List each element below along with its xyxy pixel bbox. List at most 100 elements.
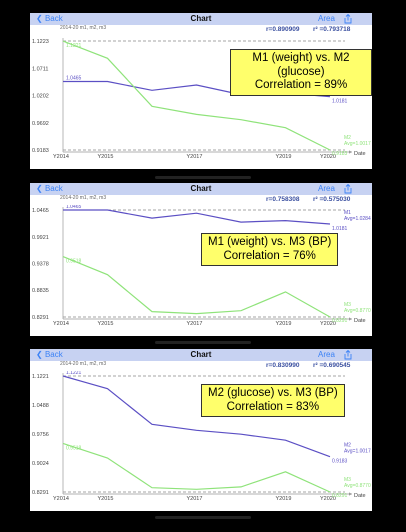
series-start-value: 1.1221 [66,43,82,49]
series-end-value: 0.9183 [332,459,348,465]
x-tick-label: Y2014 [53,496,69,502]
x-tick-label: Y2014 [53,154,69,160]
x-tick-label: Y2019 [276,154,292,160]
x-tick-label: Y2020 [320,154,336,160]
range-sublabel: 2014-20 m1, m2, m3 [60,195,107,201]
series-end-value: 1.0181 [332,226,348,232]
back-button[interactable]: ❮ Back [36,14,63,23]
series-start-value: 0.9518 [66,259,82,265]
range-sublabel: 2014-20 m1, m2, m3 [60,25,107,31]
nav-title: Chart [190,14,212,23]
x-tick-label: Y2019 [276,496,292,502]
r-value: r=0.758308 [266,196,300,203]
y-tick-label: 1.1223 [32,39,49,45]
series-start-value: 1.0465 [66,205,82,210]
back-label: Back [44,350,63,359]
series-average: Avg=0.8770 [344,308,371,314]
y-tick-label: 0.9378 [32,262,49,268]
x-axis-label: Date [354,493,366,499]
x-tick-label: Y2020 [320,321,336,327]
series-line-m1 [63,209,331,225]
r-squared-value: r² =0.575030 [313,196,351,203]
series-end-value: 0.8291 [332,318,348,324]
x-axis-arrow [349,150,352,154]
series-line-m3 [62,442,331,493]
y-tick-label: 1.0711 [32,66,48,72]
series-line-m3 [62,256,331,318]
area-button[interactable]: Area [318,350,335,359]
x-tick-label: Y2015 [98,321,114,327]
series-name: M2 [344,135,351,141]
series-line-m2 [62,40,331,151]
r-value: r=0.890909 [266,26,300,33]
share-icon[interactable] [343,184,353,194]
x-tick-label: Y2020 [320,496,336,502]
home-indicator[interactable] [155,176,251,179]
y-tick-label: 0.9921 [32,235,49,241]
y-tick-label: 0.8291 [32,490,49,496]
y-tick-label: 0.9692 [32,121,49,127]
home-indicator[interactable] [155,341,251,344]
y-tick-label: 0.8291 [32,315,49,321]
nav-title: Chart [190,184,212,193]
y-tick-label: 0.9183 [32,148,49,154]
x-axis-label: Date [354,318,366,324]
callout-correlation: Correlation = 76% [223,249,316,262]
correlation-callout: M2 (glucose) vs. M3 (BP) Correlation = 8… [201,384,345,417]
nav-title: Chart [190,350,212,359]
callout-title: M1 (weight) vs. M2 (glucose) [252,52,350,78]
r-value: r=0.830990 [266,362,300,369]
y-tick-label: 0.8835 [32,288,49,294]
correlation-callout: M1 (weight) vs. M3 (BP) Correlation = 76… [201,233,339,266]
share-icon[interactable] [343,350,353,360]
correlation-callout: M1 (weight) vs. M2 (glucose) Correlation… [230,49,372,96]
callout-correlation: Correlation = 89% [254,79,348,91]
x-axis-arrow [349,492,352,496]
series-end-value: 1.0181 [332,99,348,105]
share-icon[interactable] [343,14,353,24]
series-start-value: 1.0465 [66,76,82,82]
series-start-value: 1.1221 [66,371,82,376]
line-chart: 0.8291 0.8835 0.9378 0.9921 1.0465 Y2014 Y2015… [32,205,371,327]
series-average: Avg=1.0017 [344,449,371,455]
nav-bar: ❮ Back Chart Area [30,13,372,25]
callout-title: M2 (glucose) vs. M3 (BP) [208,387,338,399]
series-start-value: 0.9518 [66,445,82,451]
r-squared-value: r² =0.793718 [313,26,351,33]
nav-bar: ❮ Back Chart Area [30,349,372,361]
back-label: Back [44,14,63,23]
series-end-value: 0.9183 [332,151,348,157]
x-tick-label: Y2015 [98,496,114,502]
series-average: Avg=0.8770 [344,483,371,489]
series-name: M3 [344,477,351,483]
callout-correlation: Correlation = 83% [226,400,320,413]
back-button[interactable]: ❮ Back [36,350,63,359]
x-tick-label: Y2014 [53,321,69,327]
series-average: Avg=1.0017 [344,141,371,147]
r-squared-value: r² =0.690545 [313,362,351,369]
y-tick-label: 1.0488 [32,403,49,409]
y-tick-label: 1.0202 [32,94,49,100]
series-name: M3 [344,302,351,308]
x-tick-label: Y2017 [187,496,203,502]
y-tick-label: 0.9756 [32,432,49,438]
home-indicator[interactable] [155,516,251,519]
series-line-m2 [62,375,331,458]
x-axis-label: Date [354,151,366,157]
callout-title: M1 (weight) vs. M3 (BP) [208,236,332,248]
back-label: Back [44,184,63,193]
area-button[interactable]: Area [318,14,335,23]
area-button[interactable]: Area [318,184,335,193]
line-chart: 0.8291 0.9024 0.9756 1.0488 1.1221 Y2014 Y2015… [32,371,371,502]
x-tick-label: Y2015 [98,154,114,160]
series-name: M1 [344,210,351,216]
nav-bar: ❮ Back Chart Area [30,183,372,195]
chart-screen-1: ❮ Back Chart Area 2014-20 m1, m2, m3 r=0… [30,13,372,169]
back-button[interactable]: ❮ Back [36,184,63,193]
y-tick-label: 0.9024 [32,461,49,467]
range-sublabel: 2014-20 m1, m2, m3 [60,361,107,367]
series-average: Avg=1.0284 [344,216,371,222]
series-end-value: 0.8291 [332,493,348,499]
chart-screen-2: ❮ Back Chart Area 2014-20 m1, m2, m3 r=0… [30,183,372,336]
